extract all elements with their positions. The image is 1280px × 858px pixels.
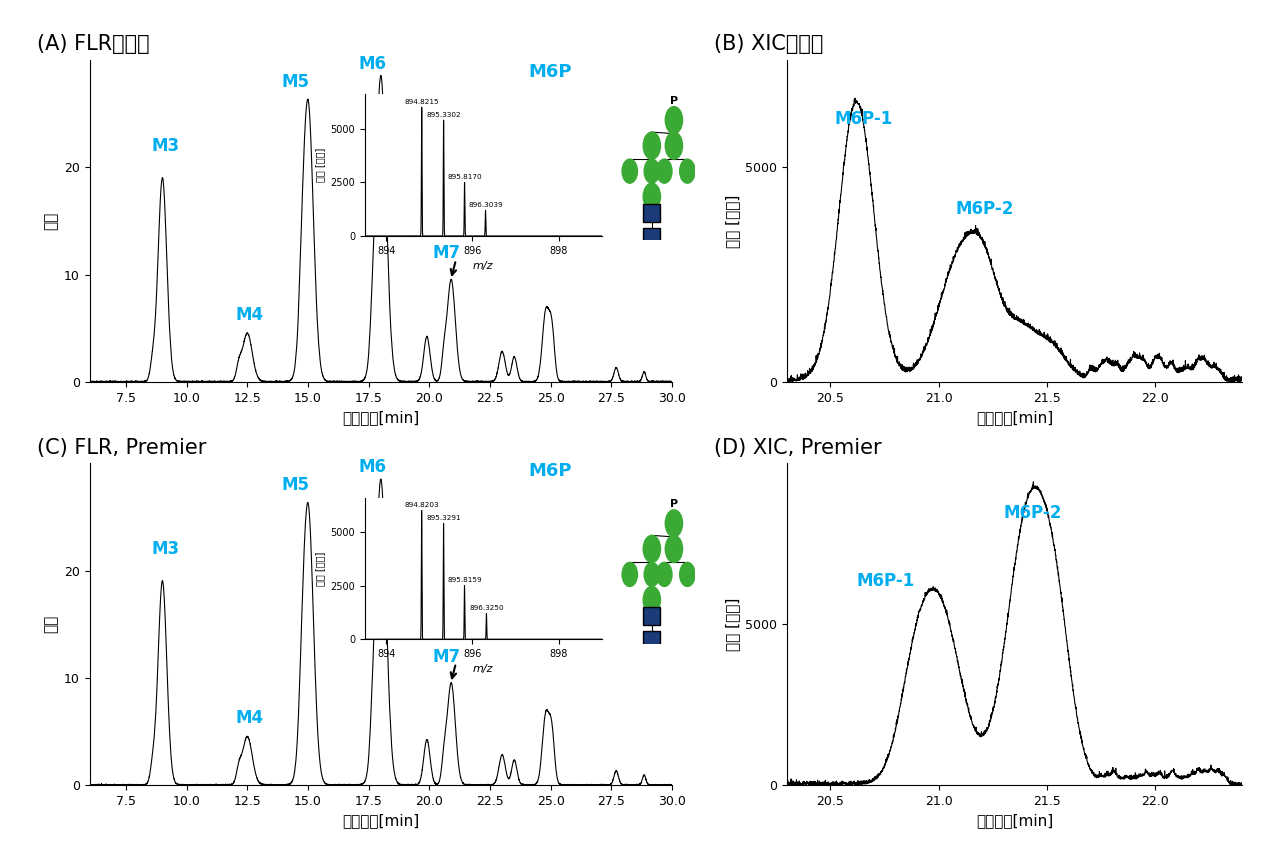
Text: M3: M3 — [151, 541, 179, 559]
Circle shape — [644, 535, 660, 563]
Text: (C) FLR, Premier: (C) FLR, Premier — [37, 438, 206, 457]
Text: 895.8170: 895.8170 — [447, 174, 481, 180]
Text: M6P: M6P — [529, 462, 572, 480]
X-axis label: 保留时间[min]: 保留时间[min] — [342, 410, 420, 425]
Text: 894.8215: 894.8215 — [404, 99, 439, 105]
Text: M6: M6 — [358, 458, 387, 476]
Circle shape — [644, 563, 659, 587]
Text: M6: M6 — [358, 55, 387, 73]
Circle shape — [666, 106, 682, 134]
Text: (B) XIC，标准: (B) XIC，标准 — [714, 34, 824, 54]
Text: M3: M3 — [151, 137, 179, 155]
FancyBboxPatch shape — [644, 631, 660, 650]
X-axis label: m/z: m/z — [472, 261, 494, 271]
Text: 894.8203: 894.8203 — [404, 502, 439, 508]
Circle shape — [622, 563, 637, 587]
Text: M6P-1: M6P-1 — [856, 571, 915, 589]
Text: 895.8159: 895.8159 — [447, 577, 481, 583]
Circle shape — [680, 160, 695, 184]
Text: M7: M7 — [433, 245, 461, 263]
Circle shape — [644, 184, 660, 210]
Text: 895.3302: 895.3302 — [426, 112, 461, 118]
Text: M4: M4 — [236, 709, 264, 727]
Text: (D) XIC, Premier: (D) XIC, Premier — [714, 438, 882, 457]
FancyBboxPatch shape — [644, 607, 660, 625]
Circle shape — [666, 535, 682, 563]
Text: (A) FLR，标准: (A) FLR，标准 — [37, 34, 150, 54]
X-axis label: 保留时间[min]: 保留时间[min] — [975, 813, 1053, 828]
X-axis label: 保留时间[min]: 保留时间[min] — [342, 813, 420, 828]
Text: M6P-1: M6P-1 — [835, 111, 893, 129]
Circle shape — [622, 160, 637, 184]
Text: 896.3250: 896.3250 — [468, 605, 504, 611]
Text: M6P-2: M6P-2 — [956, 201, 1014, 219]
Y-axis label: 强度 [计数]: 强度 [计数] — [724, 597, 740, 651]
Circle shape — [657, 563, 672, 587]
X-axis label: 保留时间[min]: 保留时间[min] — [975, 410, 1053, 425]
Y-axis label: 强度 [计数]: 强度 [计数] — [315, 551, 325, 586]
FancyBboxPatch shape — [644, 228, 660, 246]
Circle shape — [644, 132, 660, 160]
Y-axis label: 信号: 信号 — [44, 615, 59, 633]
Text: 895.3291: 895.3291 — [426, 515, 461, 521]
Circle shape — [644, 587, 660, 613]
Text: P: P — [669, 95, 678, 106]
Text: M5: M5 — [282, 476, 310, 494]
Text: M6P-2: M6P-2 — [1004, 504, 1062, 522]
Text: M7: M7 — [433, 648, 461, 666]
Text: M6P: M6P — [529, 63, 572, 82]
Circle shape — [657, 160, 672, 184]
X-axis label: m/z: m/z — [472, 664, 494, 674]
Text: 896.3039: 896.3039 — [468, 202, 503, 208]
FancyBboxPatch shape — [644, 204, 660, 222]
Circle shape — [666, 510, 682, 537]
Y-axis label: 强度 [计数]: 强度 [计数] — [724, 194, 740, 248]
Y-axis label: 信号: 信号 — [44, 212, 59, 230]
Text: P: P — [669, 498, 678, 509]
Y-axis label: 强度 [计数]: 强度 [计数] — [315, 148, 325, 183]
Circle shape — [680, 563, 695, 587]
Text: M5: M5 — [282, 73, 310, 91]
Circle shape — [666, 132, 682, 160]
Text: M4: M4 — [236, 305, 264, 323]
Circle shape — [644, 160, 659, 184]
